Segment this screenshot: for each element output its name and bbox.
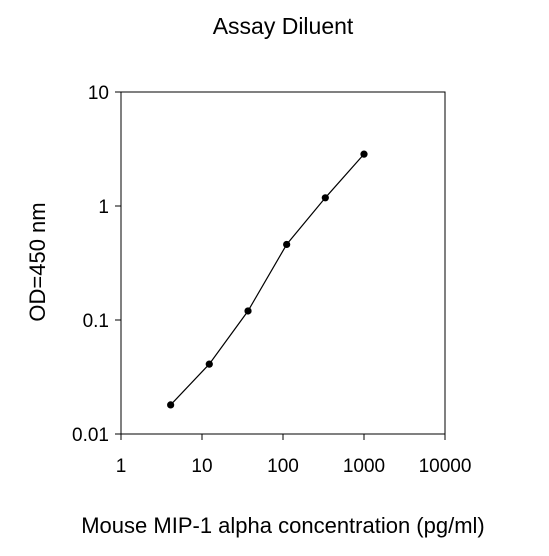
y-tick-label: 10 xyxy=(88,83,109,104)
plot-frame xyxy=(120,91,446,435)
y-tick-label: 0.1 xyxy=(83,311,109,332)
y-axis-title: OD=450 nm xyxy=(25,202,50,321)
data-point xyxy=(360,150,368,158)
y-tick-label: 0.01 xyxy=(72,425,109,446)
data-point xyxy=(244,307,252,315)
y-tick-label: 1 xyxy=(98,197,109,218)
data-point xyxy=(321,194,329,202)
data-point xyxy=(167,401,175,409)
x-tick-label: 100 xyxy=(267,456,299,477)
series-line xyxy=(170,153,365,406)
plot-area: 0.01 0.1 1 10 1 10 100 1000 10000 xyxy=(72,83,471,477)
data-point xyxy=(283,240,291,249)
data-point xyxy=(205,360,213,368)
x-tick-label: 10000 xyxy=(419,456,472,477)
x-tick-label: 1000 xyxy=(343,456,385,477)
x-tick-label: 1 xyxy=(116,456,127,477)
x-axis-title: Mouse MIP-1 alpha concentration (pg/ml) xyxy=(81,513,485,538)
x-tick-label: 10 xyxy=(191,456,212,477)
chart-title: Assay Diluent xyxy=(213,13,354,39)
